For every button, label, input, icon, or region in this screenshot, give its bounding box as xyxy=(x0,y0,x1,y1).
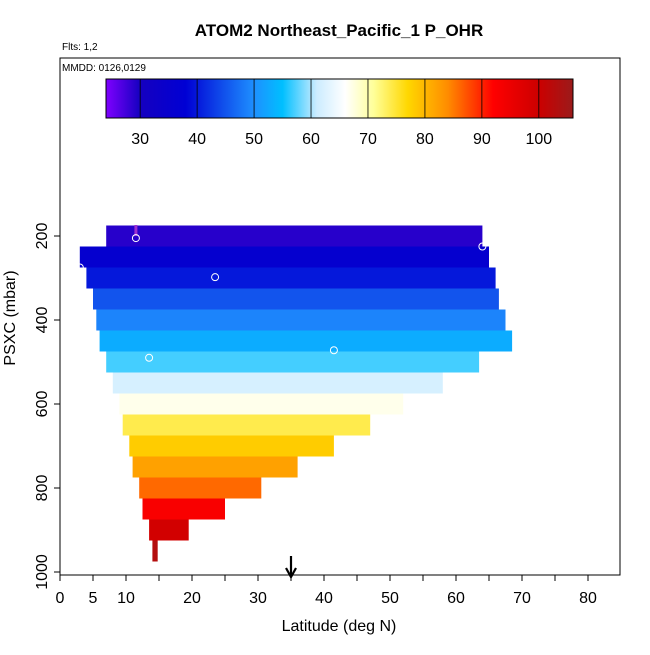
x-tick-label-50: 50 xyxy=(381,590,399,607)
x-tick-label-80: 80 xyxy=(579,590,597,607)
heatmap-row-800 xyxy=(139,477,262,499)
dates-note: MMDD: 0126,0129 xyxy=(62,63,146,74)
x-tick-label-60: 60 xyxy=(447,590,465,607)
y-axis-label: PSXC (mbar) xyxy=(2,270,19,365)
colorbar-label-70: 70 xyxy=(359,131,377,148)
flight-point-2 xyxy=(75,263,84,272)
x-tick-label-10: 10 xyxy=(117,590,135,607)
chart-title: ATOM2 Northeast_Pacific_1 P_OHR xyxy=(195,21,483,40)
x-tick-label-70: 70 xyxy=(513,590,531,607)
heatmap-row-900 xyxy=(149,519,189,541)
colorbar-label-60: 60 xyxy=(302,131,320,148)
top-marker xyxy=(134,225,138,236)
colorbar-label-40: 40 xyxy=(188,131,206,148)
heatmap-row-700 xyxy=(129,435,334,457)
flight-point-1 xyxy=(478,242,487,251)
colorbar-label-100: 100 xyxy=(525,131,552,148)
y-tick-label-1000: 1000 xyxy=(34,554,51,590)
heatmap-row-400 xyxy=(96,309,506,331)
heatmap-row-300 xyxy=(86,267,496,289)
heatmap-row-200 xyxy=(106,225,483,247)
flight-point-7 xyxy=(148,563,157,572)
heatmap-row-350 xyxy=(93,288,499,310)
heatmap-cells xyxy=(79,225,513,562)
axes: 0 5 10 20 30 40 50 60 70 80 200 400 600 800 1000 xyxy=(34,57,621,607)
colorbar: 30 40 50 60 70 80 90 100 xyxy=(105,78,574,148)
y-tick-label-200: 200 xyxy=(34,223,51,250)
heatmap-row-550 xyxy=(112,372,443,394)
colorbar-gradient xyxy=(105,78,574,119)
x-tick-label-30: 30 xyxy=(249,590,267,607)
colorbar-label-90: 90 xyxy=(473,131,491,148)
flight-point-6 xyxy=(511,360,520,369)
x-axis-label: Latitude (deg N) xyxy=(282,618,397,635)
colorbar-label-80: 80 xyxy=(416,131,434,148)
heatmap-row-850 xyxy=(142,498,225,520)
flight-point-0 xyxy=(131,234,140,243)
x-tick-label-0: 0 xyxy=(56,590,65,607)
plot-frame xyxy=(59,57,621,576)
x-tick-label-20: 20 xyxy=(183,590,201,607)
flight-point-3 xyxy=(211,273,220,282)
heatmap-row-650 xyxy=(122,414,371,436)
x-tick-label-40: 40 xyxy=(315,590,333,607)
heatmap-row-250 xyxy=(79,246,490,268)
flight-point-5 xyxy=(329,346,338,355)
colorbar-label-50: 50 xyxy=(245,131,263,148)
arrow-marker-head xyxy=(285,567,297,580)
y-tick-label-600: 600 xyxy=(34,391,51,418)
heatmap-row-500 xyxy=(106,351,480,373)
y-tick-label-400: 400 xyxy=(34,307,51,334)
heatmap-row-750 xyxy=(132,456,298,478)
flights-note: Flts: 1,2 xyxy=(62,42,98,53)
colorbar-label-30: 30 xyxy=(131,131,149,148)
heatmap-row-600 xyxy=(119,393,404,415)
flight-points xyxy=(75,234,520,572)
flight-point-4 xyxy=(145,353,154,362)
heatmap-row-450 xyxy=(99,330,513,352)
heatmap-row-950 xyxy=(152,540,158,562)
y-tick-label-800: 800 xyxy=(34,475,51,502)
x-tick-label-5: 5 xyxy=(89,590,98,607)
